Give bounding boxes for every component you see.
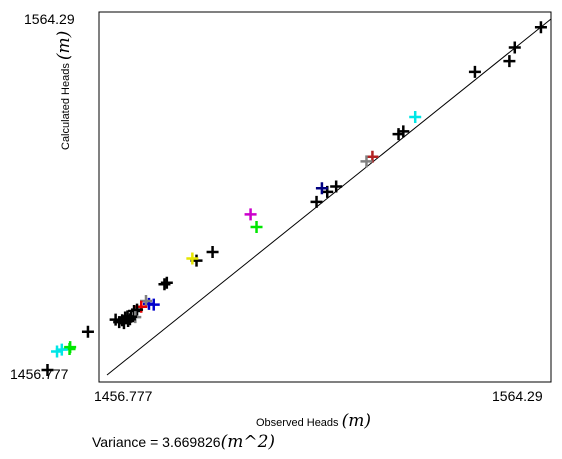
data-point-40 [51, 345, 64, 358]
y-tick-min: 1456.777 [10, 366, 69, 382]
data-point-19 [158, 278, 171, 291]
x-axis-label: Observed Heads (m) [256, 411, 371, 431]
data-point-36 [81, 325, 94, 338]
data-point-18 [160, 276, 173, 289]
data-point-2 [503, 55, 516, 68]
data-point-12 [310, 195, 323, 208]
data-point-34 [109, 313, 122, 326]
y-axis-unit: (m) [54, 30, 74, 61]
x-tick-max: 1564.29 [492, 388, 543, 404]
data-point-4 [409, 110, 422, 123]
data-point-8 [360, 155, 373, 168]
data-point-1 [508, 41, 521, 54]
x-tick-min: 1456.777 [94, 388, 153, 404]
data-point-13 [250, 220, 263, 233]
data-point-9 [330, 180, 343, 193]
variance-label: Variance = 3.669826 [92, 434, 221, 450]
y-axis-label-text: Calculated Heads [60, 63, 72, 150]
data-point-6 [392, 128, 405, 141]
y-axis-label: Calculated Heads (m) [54, 31, 74, 150]
data-point-35 [117, 317, 130, 330]
x-axis-unit: (m) [341, 411, 371, 431]
x-axis-label-text: Observed Heads [256, 417, 339, 429]
data-point-15 [206, 246, 219, 258]
data-point-3 [468, 65, 481, 78]
variance-unit: (m^2) [220, 432, 276, 452]
data-point-0 [534, 21, 547, 34]
data-point-11 [315, 182, 328, 195]
data-point-41 [41, 363, 54, 376]
data-point-14 [244, 208, 257, 221]
point-markers [41, 21, 547, 376]
one-to-one-line [106, 18, 552, 376]
variance-readout: Variance = 3.669826(m^2) [92, 432, 275, 452]
y-tick-max: 1564.29 [24, 11, 75, 27]
data-point-17 [186, 252, 199, 265]
